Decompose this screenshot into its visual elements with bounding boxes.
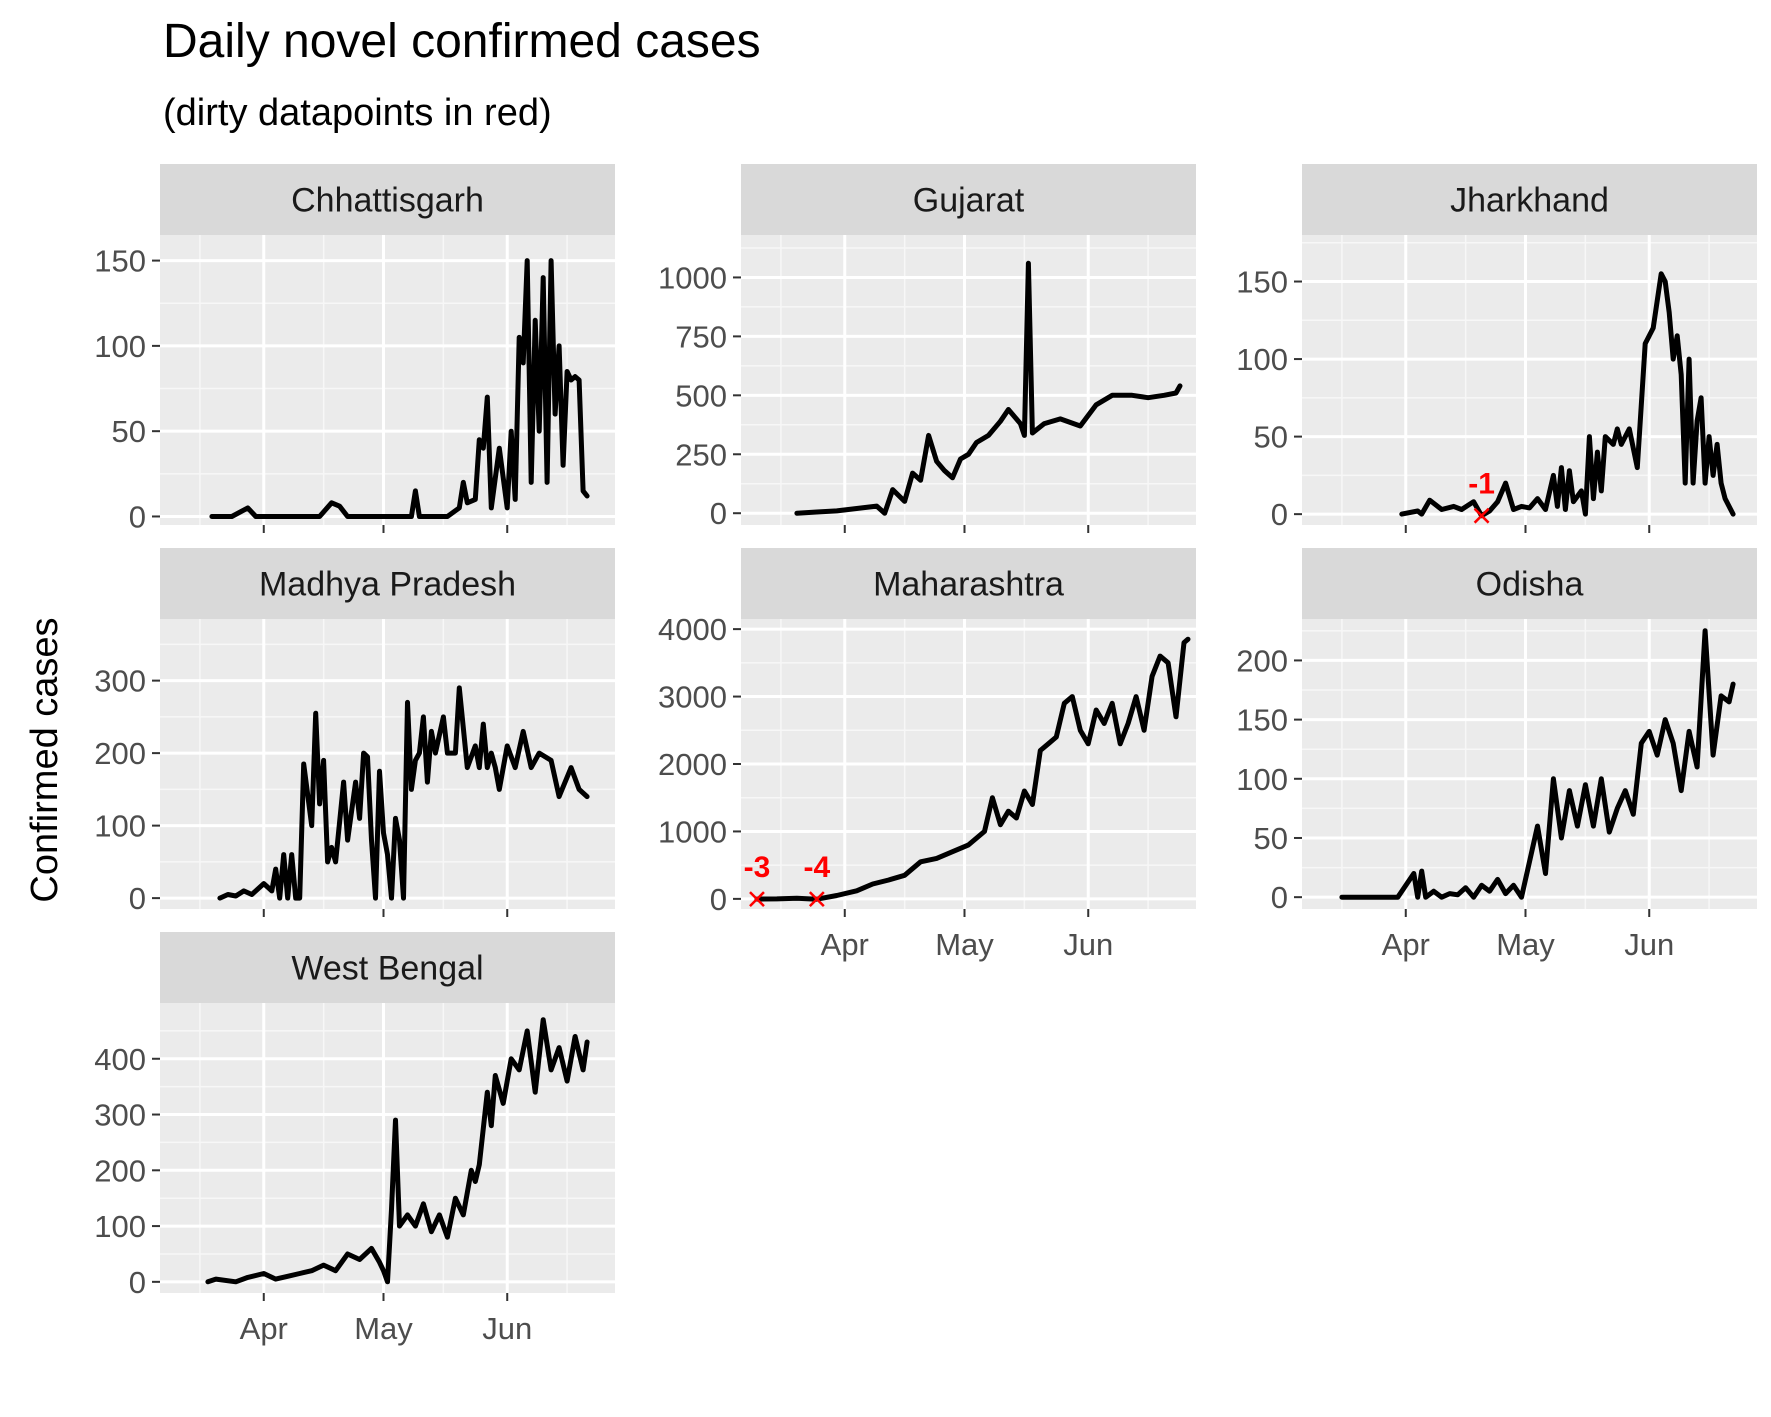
panel-maharashtra: Maharashtra 0 1000 2000 3000 4000 Apr May Jun -3-… <box>658 548 1196 962</box>
y-tick-label: 2000 <box>658 747 727 782</box>
panel-background <box>741 235 1196 525</box>
y-tick-label: 0 <box>710 496 727 531</box>
x-tick-label: Apr <box>240 1311 288 1346</box>
dirty-point-mark <box>1473 507 1490 524</box>
y-tick-label: 50 <box>1254 821 1288 856</box>
dirty-point-label: -3 <box>744 851 771 884</box>
series-line-madhya-pradesh <box>217 685 590 901</box>
y-tick-label: 100 <box>1236 342 1288 377</box>
series-line-odisha <box>1339 628 1736 900</box>
series-line-west-bengal <box>205 1017 590 1285</box>
y-tick-label: 50 <box>112 414 146 449</box>
y-tick-label: 250 <box>675 437 727 472</box>
y-tick-label: 150 <box>94 244 146 279</box>
x-tick-label: May <box>1496 927 1555 962</box>
panel-title-west-bengal: West Bengal <box>291 950 483 988</box>
dirty-point-mark <box>749 891 765 907</box>
panel-title-gujarat: Gujarat <box>913 182 1025 220</box>
y-tick-label: 300 <box>94 664 146 699</box>
y-tick-label: 0 <box>1271 880 1288 915</box>
panel-madhya-pradesh: Madhya Pradesh 0 100 200 300 <box>94 548 615 917</box>
y-tick-label: 200 <box>94 736 146 771</box>
panel-strip <box>741 548 1196 619</box>
y-tick-label: 300 <box>94 1098 146 1133</box>
x-tick-label: May <box>354 1311 413 1346</box>
x-tick-label: May <box>935 927 994 962</box>
panel-jharkhand: Jharkhand 0 50 100 150 -1 <box>1236 164 1757 533</box>
panel-title-maharashtra: Maharashtra <box>873 566 1064 604</box>
panel-gujarat: Gujarat 0 250 500 750 1000 <box>658 164 1196 533</box>
series-line-gujarat <box>794 260 1183 516</box>
x-tick-label: Apr <box>821 927 869 962</box>
y-tick-label: 0 <box>1271 497 1288 532</box>
y-tick-label: 500 <box>675 378 727 413</box>
y-tick-label: 0 <box>710 882 727 917</box>
y-tick-label: 200 <box>94 1153 146 1188</box>
dirty-point: -3 <box>744 851 771 907</box>
series-line-jharkhand <box>1399 271 1736 519</box>
panel-strip <box>1302 164 1757 235</box>
y-tick-label: 0 <box>129 1265 146 1300</box>
panel-title-jharkhand: Jharkhand <box>1450 182 1609 220</box>
panel-title-odisha: Odisha <box>1476 566 1584 604</box>
panel-odisha: Odisha 0 50 100 150 200 Apr May Jun <box>1236 548 1757 962</box>
y-tick-label: 0 <box>129 881 146 916</box>
x-tick-label: Jun <box>1063 927 1113 962</box>
y-tick-label: 200 <box>1236 643 1288 678</box>
y-tick-label: 50 <box>1254 420 1288 455</box>
dirty-point-mark <box>808 891 825 908</box>
y-tick-label: 100 <box>1236 762 1288 797</box>
y-tick-label: 100 <box>94 329 146 364</box>
x-tick-label: Jun <box>482 1311 532 1346</box>
dirty-point: -1 <box>1468 468 1495 524</box>
panel-title-chhattisgarh: Chhattisgarh <box>291 182 484 220</box>
panel-strip <box>160 164 615 235</box>
y-tick-label: 150 <box>1236 703 1288 738</box>
panel-strip <box>160 548 615 619</box>
y-tick-label: 1000 <box>658 260 727 295</box>
dirty-point-label: -1 <box>1468 468 1495 501</box>
y-tick-label: 1000 <box>658 814 727 849</box>
y-tick-label: 100 <box>94 809 146 844</box>
panel-strip <box>160 932 615 1003</box>
panel-chhattisgarh: Chhattisgarh 0 50 100 150 <box>94 164 615 534</box>
chart-title: Daily novel confirmed cases <box>163 15 761 68</box>
dirty-point-label: -4 <box>803 851 830 884</box>
x-tick-label: Jun <box>1624 927 1674 962</box>
y-tick-label: 3000 <box>658 680 727 715</box>
y-tick-label: 150 <box>1236 265 1288 300</box>
series-line-maharashtra <box>754 636 1191 902</box>
y-tick-label: 0 <box>129 499 146 534</box>
y-axis-label: Confirmed cases <box>24 617 66 902</box>
y-tick-label: 750 <box>675 319 727 354</box>
x-tick-label: Apr <box>1382 927 1430 962</box>
panel-title-madhya-pradesh: Madhya Pradesh <box>259 566 516 604</box>
panel-strip <box>741 164 1196 235</box>
dirty-point: -4 <box>803 851 830 908</box>
y-tick-label: 4000 <box>658 612 727 647</box>
panel-strip <box>1302 548 1757 619</box>
panel-west-bengal: West Bengal 0 100 200 300 400 Apr May Jun <box>94 932 615 1346</box>
series-line-chhattisgarh <box>209 258 590 519</box>
y-tick-label: 400 <box>94 1042 146 1077</box>
chart-subtitle: (dirty datapoints in red) <box>163 92 552 134</box>
y-tick-label: 100 <box>94 1209 146 1244</box>
